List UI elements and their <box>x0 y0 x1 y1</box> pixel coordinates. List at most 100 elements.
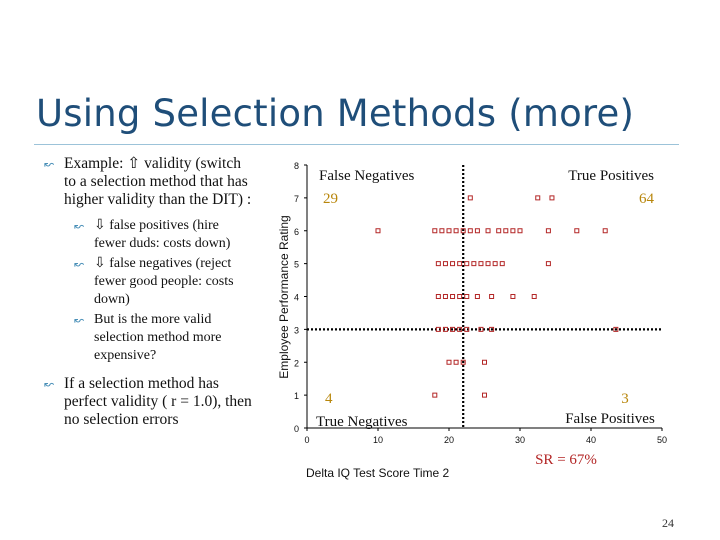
data-point <box>482 359 487 365</box>
x-tick-label: 40 <box>586 435 596 445</box>
y-axis-title: Employee Performance Rating <box>277 215 291 378</box>
y-tick-label: 7 <box>294 194 299 204</box>
bullet-icon: ↜ <box>44 377 55 391</box>
quadrant-count-false-positives: 3 <box>621 391 629 407</box>
sub-bullet-item: ↜ ⇩ false positives (hire fewer duds: co… <box>72 217 254 253</box>
data-point <box>460 228 466 234</box>
data-point <box>446 228 452 234</box>
sub-bullet-item: ↜ ⇩ false negatives (reject fewer good p… <box>72 255 254 309</box>
bullet-text: If a selection method has perfect validi… <box>64 375 252 428</box>
data-point <box>464 294 470 299</box>
data-point <box>435 294 441 299</box>
data-point <box>464 326 470 332</box>
data-point <box>457 261 463 267</box>
data-point <box>457 294 463 299</box>
data-point <box>499 261 505 267</box>
quadrant-count-true-negatives: 4 <box>325 391 333 407</box>
bullet-text: Example: ⇧ validity (switch to a selecti… <box>64 155 252 208</box>
data-point <box>435 261 441 267</box>
data-point <box>602 228 608 234</box>
sub-bullet-text: ⇩ false positives (hire fewer duds: cost… <box>94 218 231 251</box>
title-divider <box>34 144 679 145</box>
data-point <box>545 228 551 234</box>
data-point <box>492 261 498 267</box>
data-point <box>474 228 480 234</box>
data-point <box>549 195 555 201</box>
data-point <box>446 359 452 365</box>
data-point <box>489 294 495 299</box>
sub-bullet-item: ↜ But is the more valid selection method… <box>72 311 254 365</box>
data-point <box>442 294 448 299</box>
bullet-list: ↜ Example: ⇧ validity (switch to a selec… <box>44 155 254 437</box>
x-tick-label: 30 <box>515 435 525 445</box>
data-point <box>485 261 491 267</box>
x-tick-label: 20 <box>444 435 454 445</box>
scatter-chart: 0 1 2 3 4 5 6 7 8 0 10 20 30 40 50 False Negatives 29 … <box>277 161 667 480</box>
quadrant-count-false-negatives: 29 <box>323 191 338 207</box>
x-tick-label: 50 <box>657 435 667 445</box>
data-point <box>453 228 459 234</box>
bullet-icon: ↜ <box>74 257 85 271</box>
data-point <box>471 261 477 267</box>
y-tick-label: 4 <box>294 293 299 303</box>
data-point <box>453 359 459 365</box>
x-axis-title: Delta IQ Test Score Time 2 <box>306 466 449 480</box>
quadrant-count-true-positives: 64 <box>639 191 655 207</box>
data-point <box>474 294 480 299</box>
data-point <box>432 392 438 398</box>
data-point <box>613 326 619 332</box>
data-point <box>489 326 495 332</box>
chart-axes <box>306 165 662 429</box>
page-number: 24 <box>662 516 674 530</box>
data-point <box>545 261 551 267</box>
bullet-item: ↜ Example: ⇧ validity (switch to a selec… <box>44 155 254 209</box>
y-tick-label: 5 <box>294 260 299 270</box>
data-point <box>467 195 473 201</box>
y-tick-label: 0 <box>294 424 299 434</box>
data-point <box>450 261 456 267</box>
data-point <box>442 261 448 267</box>
data-point <box>478 261 484 267</box>
data-point <box>457 326 463 332</box>
slide-title: Using Selection Methods (more) <box>36 92 635 135</box>
data-point <box>442 326 448 332</box>
quadrant-label-true-negatives: True Negatives <box>316 414 408 430</box>
data-point <box>510 228 516 234</box>
y-tick-label: 6 <box>294 227 299 237</box>
data-points <box>375 195 619 398</box>
data-point <box>450 294 456 299</box>
sub-bullet-text: ⇩ false negatives (reject fewer good peo… <box>94 256 234 307</box>
selection-ratio-annotation: SR = 67% <box>535 452 597 468</box>
sub-bullet-text: But is the more valid selection method m… <box>94 312 222 363</box>
data-point <box>574 228 580 234</box>
quadrant-label-false-positives: False Positives <box>565 411 655 427</box>
bullet-icon: ↜ <box>74 219 85 233</box>
bullet-icon: ↜ <box>44 157 55 171</box>
y-tick-label: 3 <box>294 325 299 335</box>
data-point <box>450 326 456 332</box>
chart-ticks: 0 1 2 3 4 5 6 7 8 0 10 20 30 40 50 <box>294 161 667 445</box>
data-point <box>535 195 541 201</box>
data-point <box>467 228 473 234</box>
quadrant-label-true-positives: True Positives <box>568 168 654 184</box>
data-point <box>510 294 516 299</box>
y-tick-label: 2 <box>294 358 299 368</box>
x-tick-label: 10 <box>373 435 383 445</box>
data-point <box>432 228 438 234</box>
data-point <box>460 359 466 365</box>
data-point <box>464 261 470 267</box>
quadrant-label-false-negatives: False Negatives <box>319 168 415 184</box>
data-point <box>375 228 381 234</box>
data-point <box>482 392 487 398</box>
x-tick-label: 0 <box>304 435 309 445</box>
bullet-icon: ↜ <box>74 313 85 327</box>
data-point <box>517 228 523 234</box>
data-point <box>478 326 484 332</box>
y-tick-label: 1 <box>294 391 299 401</box>
y-tick-label: 8 <box>294 161 299 171</box>
data-point <box>439 228 445 234</box>
cutoff-lines <box>307 165 662 428</box>
data-point <box>485 228 491 234</box>
data-point <box>435 326 441 332</box>
